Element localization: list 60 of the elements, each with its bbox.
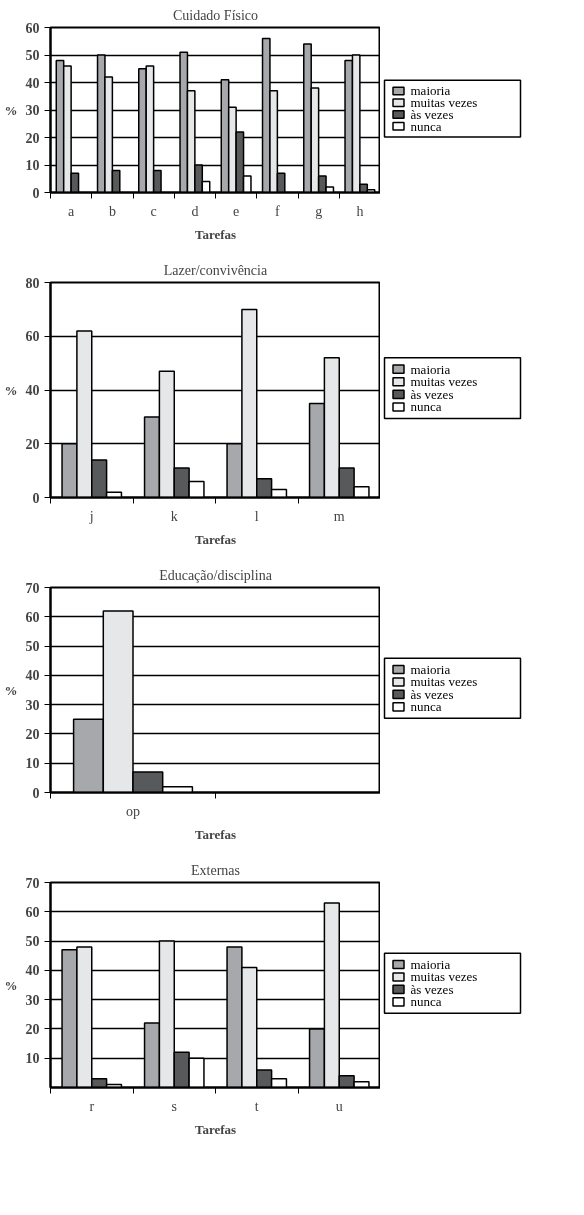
y-tick-label: 60	[25, 904, 40, 920]
y-tick-label: 10	[25, 756, 40, 772]
y-tick-label: 60	[25, 609, 40, 625]
x-axis-title: Tarefas	[194, 826, 237, 842]
x-tick-label: e	[233, 203, 240, 219]
y-tick-label: 40	[25, 963, 40, 979]
y-tick-label: 20	[25, 1021, 40, 1037]
y-axis-title: %	[4, 682, 18, 698]
x-tick-label: t	[254, 1098, 259, 1114]
x-tick-label: g	[315, 203, 323, 219]
y-tick-label: 30	[25, 697, 40, 713]
x-axis-title: Tarefas	[194, 1121, 237, 1137]
y-tick-label: 20	[25, 726, 40, 742]
chart-title: Educação/disciplina	[159, 567, 273, 583]
x-tick-label: h	[356, 203, 364, 219]
y-tick-label: 50	[25, 934, 40, 950]
x-tick-label: l	[254, 508, 259, 524]
y-tick-label: 10	[25, 1051, 40, 1067]
y-axis-title: %	[4, 102, 18, 118]
y-tick-label: 0	[32, 490, 40, 506]
x-tick-label: d	[191, 203, 199, 219]
y-tick-label: 40	[25, 383, 40, 398]
x-tick-label: j	[88, 508, 94, 524]
x-axis-title: Tarefas	[194, 531, 237, 547]
x-tick-label: u	[335, 1098, 343, 1114]
y-tick-label: 80	[25, 275, 40, 291]
chart-title: Lazer/convivência	[163, 262, 268, 278]
y-tick-label: 50	[25, 639, 40, 655]
y-tick-label: 20	[25, 436, 40, 452]
x-tick-label: m	[333, 508, 345, 524]
x-tick-label: c	[150, 203, 157, 219]
y-tick-label: 10	[25, 158, 40, 173]
x-tick-label: r	[89, 1098, 95, 1114]
x-tick-label: s	[171, 1098, 177, 1114]
y-tick-label: 0	[32, 185, 40, 201]
y-tick-label: 20	[25, 130, 40, 146]
y-tick-label: 40	[25, 75, 40, 91]
x-tick-label: k	[170, 508, 178, 524]
chart-title: Externas	[191, 862, 240, 878]
y-tick-label: 30	[25, 103, 40, 118]
y-tick-label: 70	[25, 580, 40, 596]
y-tick-label: 30	[25, 992, 40, 1008]
x-axis-title: Tarefas	[194, 226, 237, 242]
y-tick-label: 0	[32, 785, 40, 801]
legend-label: nunca	[410, 699, 442, 715]
chart-title: Cuidado Físico	[172, 7, 259, 23]
x-tick-label: a	[68, 203, 76, 219]
y-axis-title: %	[4, 382, 18, 398]
y-tick-label: 60	[25, 329, 40, 345]
x-tick-label: f	[275, 203, 281, 219]
x-tick-label: b	[108, 203, 116, 219]
y-tick-label: 70	[25, 875, 40, 891]
y-axis-title: %	[4, 977, 18, 993]
y-tick-label: 50	[25, 48, 40, 63]
y-tick-label: 40	[25, 668, 40, 684]
x-tick-label: op	[126, 803, 140, 819]
legend-label: nunca	[410, 399, 442, 415]
legend-label: maioria	[410, 361, 451, 377]
y-tick-label: 60	[25, 20, 40, 36]
legend-label: nunca	[410, 994, 442, 1010]
